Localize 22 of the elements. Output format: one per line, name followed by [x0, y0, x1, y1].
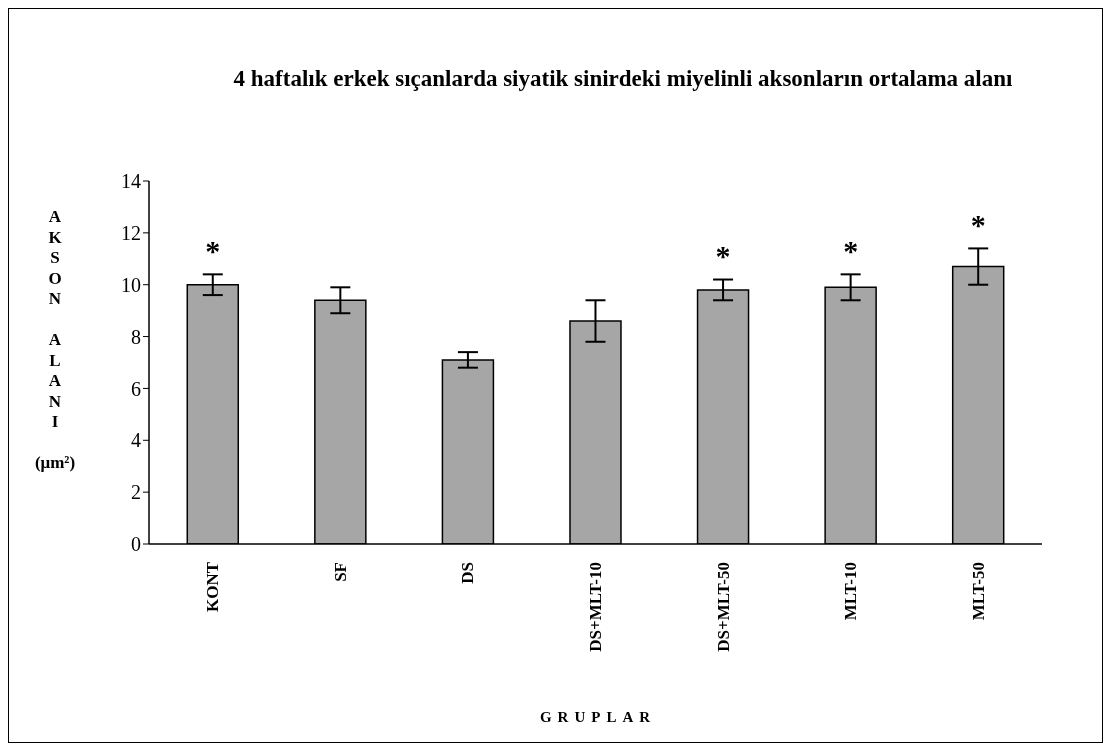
y-tick-label: 2: [131, 481, 141, 504]
y-tick-label: 14: [121, 170, 141, 193]
x-tick-label: DS+MLT-10: [586, 562, 605, 652]
y-tick-label: 6: [131, 377, 141, 400]
data-label: *: [205, 233, 221, 267]
data-label: *: [970, 207, 986, 241]
y-tick-label: 12: [121, 221, 141, 244]
x-tick-label: DS+MLT-50: [713, 562, 733, 652]
x-tick-label: SF: [330, 562, 350, 582]
data-label: *: [715, 239, 731, 273]
y-tick-label: 8: [131, 325, 141, 348]
y-tick-label: 10: [121, 273, 141, 296]
data-label: *: [843, 233, 859, 267]
text: AKSON ALANI (μm²): [34, 207, 76, 472]
x-tick-label: MLT-50: [968, 562, 988, 621]
x-tick-label: MLT-10: [841, 562, 861, 621]
x-tick-label: DS: [458, 562, 478, 584]
y-tick-label: 0: [131, 533, 141, 556]
x-axis-title: GRUPLAR: [538, 709, 658, 726]
y-tick-label: 4: [131, 429, 141, 452]
x-tick-label: KONT: [203, 561, 223, 613]
chart-title: 4 haftalık erkek sıçanlarda siyatik sinirdeki miyelinli aksonların ortalama alanı: [232, 65, 1014, 93]
